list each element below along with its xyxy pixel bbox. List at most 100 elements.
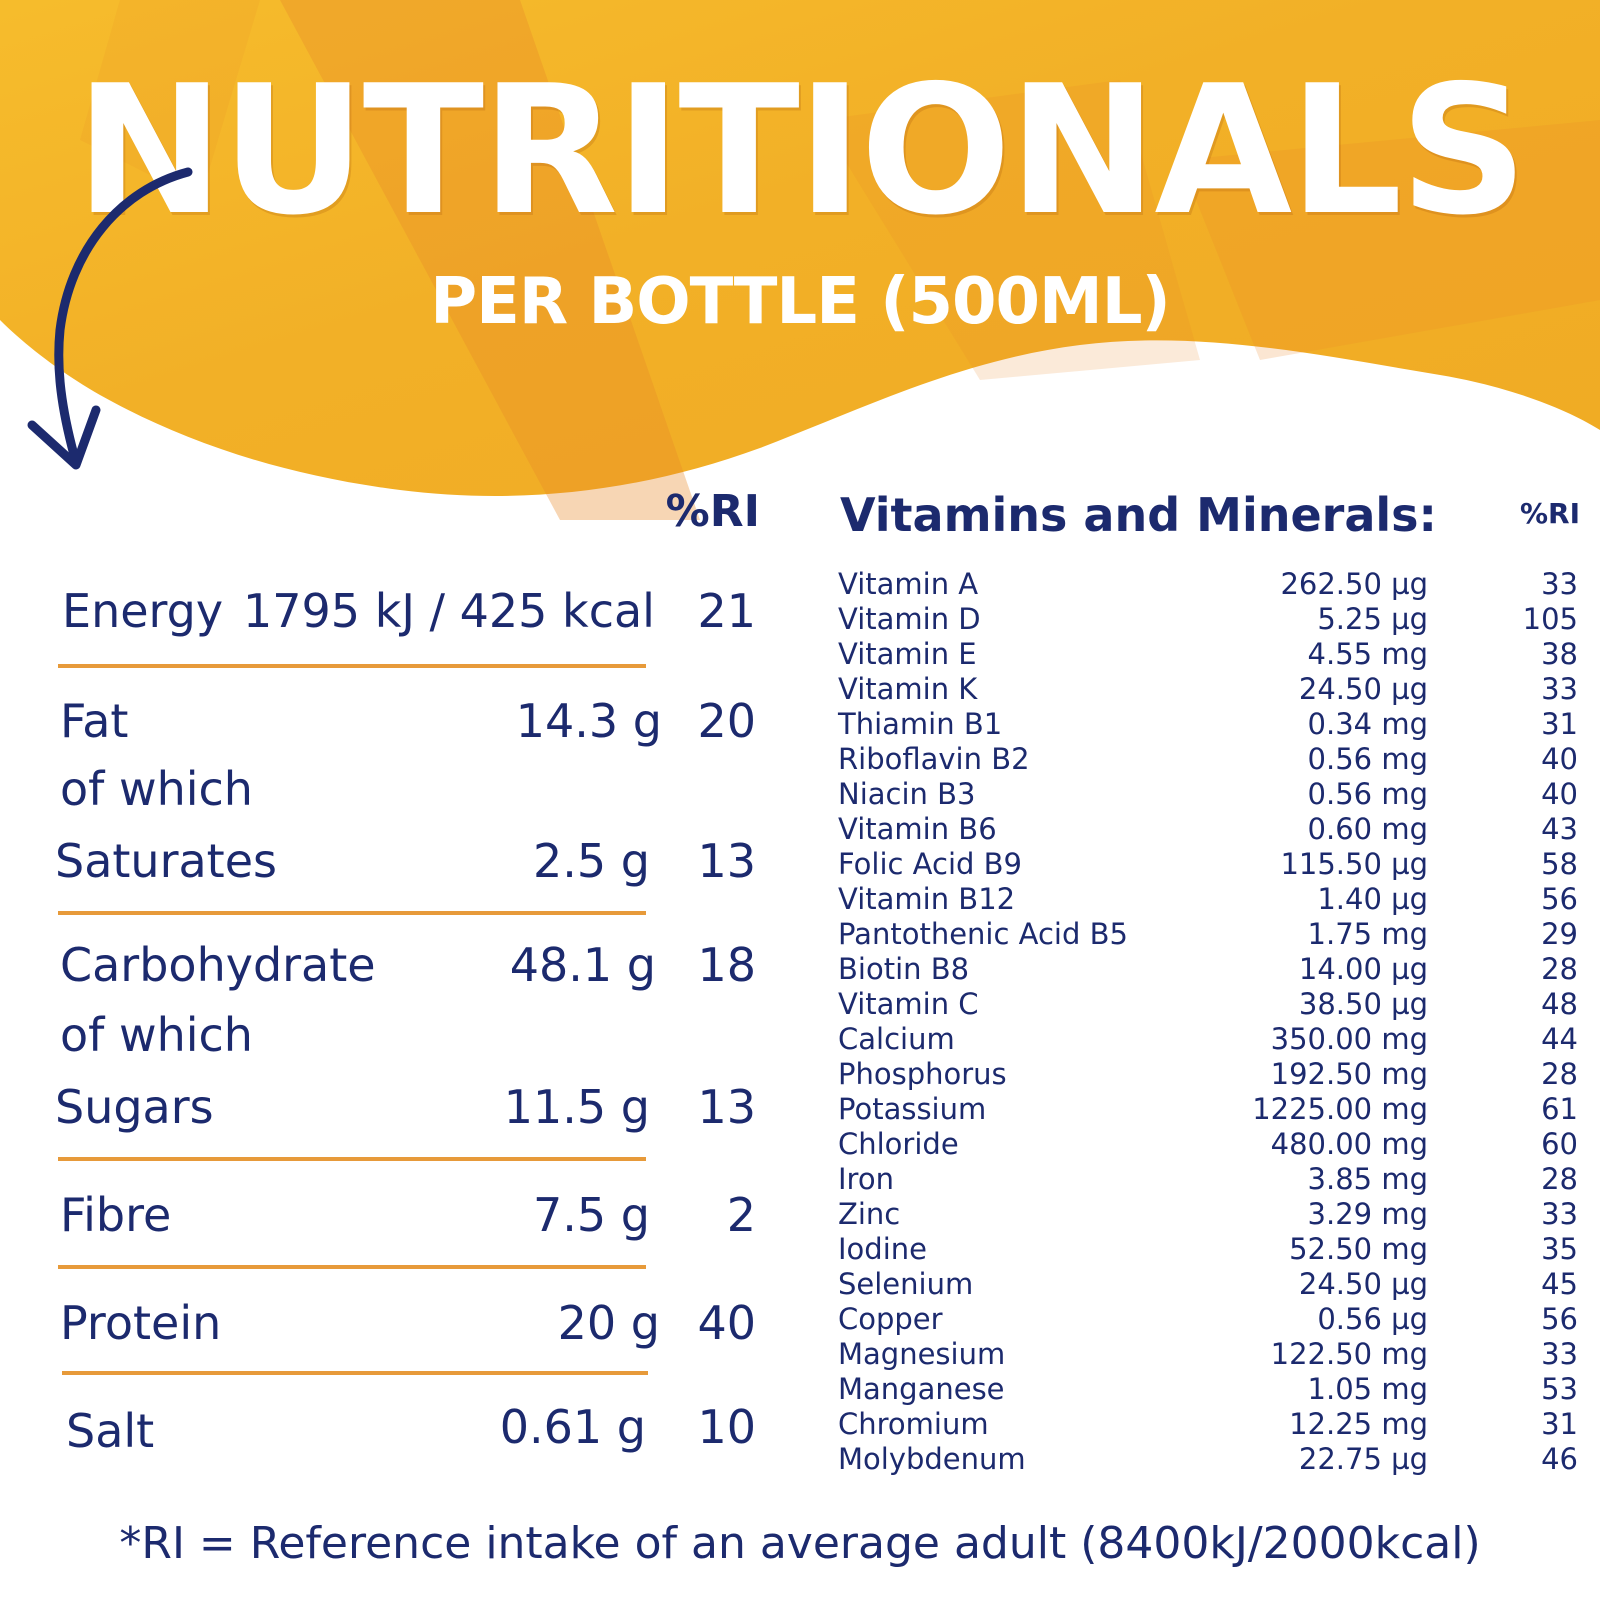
carbohydrate-amount: 48.1 g — [509, 938, 656, 992]
macros-ri-header: %RI — [665, 486, 760, 537]
vitamin-amount: 12.25 mg — [1289, 1407, 1428, 1441]
vitamin-ri: 48 — [1541, 987, 1578, 1021]
vitamin-name: Vitamin K — [838, 672, 978, 706]
divider — [62, 1371, 648, 1375]
fibre-ri: 2 — [726, 1188, 756, 1242]
vitamin-name: Calcium — [838, 1022, 955, 1056]
vitamin-name: Magnesium — [838, 1337, 1006, 1371]
protein-label: Protein — [60, 1296, 222, 1350]
vitamin-name: Vitamin C — [838, 987, 979, 1021]
vitamin-name: Vitamin A — [838, 567, 979, 601]
list-item: Vitamin B6 0.60 mg 43 — [838, 812, 1588, 847]
divider — [58, 911, 646, 915]
vitamin-amount: 0.34 mg — [1307, 707, 1428, 741]
list-item: Vitamin A 262.50 µg 33 — [838, 567, 1588, 602]
vitamin-name: Chloride — [838, 1127, 959, 1161]
list-item: Riboflavin B2 0.56 mg 40 — [838, 742, 1588, 777]
vitamin-amount: 0.56 mg — [1307, 777, 1428, 811]
fat-label: Fat — [60, 694, 129, 748]
vitamin-ri: 40 — [1541, 742, 1578, 776]
energy-value: 1795 kJ / 425 kcal — [243, 584, 655, 638]
energy-ri: 21 — [697, 584, 756, 638]
vitamins-ri-header: %RI — [1519, 497, 1580, 530]
salt-ri: 10 — [697, 1400, 756, 1454]
vitamin-name: Biotin B8 — [838, 952, 970, 986]
vitamin-name: Zinc — [838, 1197, 901, 1231]
vitamin-amount: 0.60 mg — [1307, 812, 1428, 846]
saturates-ri: 13 — [697, 834, 756, 888]
list-item: Iodine 52.50 mg 35 — [838, 1232, 1588, 1267]
vitamin-ri: 40 — [1541, 777, 1578, 811]
list-item: Phosphorus 192.50 mg 28 — [838, 1057, 1588, 1092]
sugars-ri: 13 — [697, 1080, 756, 1134]
vitamin-amount: 115.50 µg — [1280, 847, 1428, 881]
list-item: Niacin B3 0.56 mg 40 — [838, 777, 1588, 812]
salt-amount: 0.61 g — [499, 1400, 646, 1454]
vitamin-amount: 3.85 mg — [1307, 1162, 1428, 1196]
list-item: Manganese 1.05 mg 53 — [838, 1372, 1588, 1407]
list-item: Iron 3.85 mg 28 — [838, 1162, 1588, 1197]
vitamin-amount: 1.40 µg — [1317, 882, 1428, 916]
page-subtitle: PER BOTTLE (500ML) — [430, 265, 1171, 339]
vitamin-amount: 1.05 mg — [1307, 1372, 1428, 1406]
energy-label: Energy — [62, 584, 224, 638]
vitamin-amount: 0.56 µg — [1317, 1302, 1428, 1336]
carb-of-which-label: of which — [60, 1008, 253, 1062]
sugars-amount: 11.5 g — [503, 1080, 650, 1134]
vitamin-amount: 350.00 mg — [1270, 1022, 1428, 1056]
vitamin-ri: 56 — [1541, 882, 1578, 916]
vitamin-amount: 24.50 µg — [1298, 672, 1428, 706]
list-item: Vitamin K 24.50 µg 33 — [838, 672, 1588, 707]
header-banner — [0, 0, 1600, 520]
vitamin-ri: 35 — [1541, 1232, 1578, 1266]
list-item: Vitamin E 4.55 mg 38 — [838, 637, 1588, 672]
vitamin-amount: 0.56 mg — [1307, 742, 1428, 776]
vitamin-ri: 31 — [1541, 707, 1578, 741]
vitamin-name: Thiamin B1 — [838, 707, 1003, 741]
vitamin-name: Copper — [838, 1302, 943, 1336]
vitamin-name: Potassium — [838, 1092, 987, 1126]
saturates-amount: 2.5 g — [533, 834, 650, 888]
list-item: Zinc 3.29 mg 33 — [838, 1197, 1588, 1232]
vitamin-name: Iron — [838, 1162, 894, 1196]
page-title: NUTRITIONALS — [75, 47, 1528, 254]
list-item: Calcium 350.00 mg 44 — [838, 1022, 1588, 1057]
carbohydrate-ri: 18 — [697, 938, 756, 992]
list-item: Vitamin C 38.50 µg 48 — [838, 987, 1588, 1022]
list-item: Biotin B8 14.00 µg 28 — [838, 952, 1588, 987]
vitamin-ri: 53 — [1541, 1372, 1578, 1406]
vitamin-name: Riboflavin B2 — [838, 742, 1030, 776]
list-item: Magnesium 122.50 mg 33 — [838, 1337, 1588, 1372]
list-item: Copper 0.56 µg 56 — [838, 1302, 1588, 1337]
vitamin-ri: 28 — [1541, 1162, 1578, 1196]
list-item: Vitamin D 5.25 µg 105 — [838, 602, 1588, 637]
footnote: *RI = Reference intake of an average adu… — [119, 1518, 1481, 1569]
vitamin-name: Vitamin B12 — [838, 882, 1016, 916]
vitamin-name: Chromium — [838, 1407, 989, 1441]
vitamin-ri: 33 — [1541, 567, 1578, 601]
vitamin-ri: 33 — [1541, 1197, 1578, 1231]
vitamin-name: Molybdenum — [838, 1442, 1026, 1476]
vitamin-ri: 29 — [1541, 917, 1578, 951]
vitamin-amount: 3.29 mg — [1307, 1197, 1428, 1231]
list-item: Selenium 24.50 µg 45 — [838, 1267, 1588, 1302]
vitamin-ri: 44 — [1541, 1022, 1578, 1056]
list-item: Vitamin B12 1.40 µg 56 — [838, 882, 1588, 917]
vitamins-list: Vitamin A 262.50 µg 33 Vitamin D 5.25 µg 105 V… — [838, 567, 1588, 1477]
fibre-label: Fibre — [60, 1188, 172, 1242]
salt-label: Salt — [66, 1404, 155, 1458]
fat-ri: 20 — [697, 694, 756, 748]
vitamin-name: Folic Acid B9 — [838, 847, 1022, 881]
vitamins-heading: Vitamins and Minerals: — [840, 488, 1437, 542]
divider — [58, 1157, 646, 1161]
fibre-amount: 7.5 g — [533, 1188, 650, 1242]
list-item: Potassium 1225.00 mg 61 — [838, 1092, 1588, 1127]
vitamin-amount: 52.50 mg — [1289, 1232, 1428, 1266]
vitamin-ri: 58 — [1541, 847, 1578, 881]
vitamin-name: Manganese — [838, 1372, 1005, 1406]
vitamin-ri: 38 — [1541, 637, 1578, 671]
vitamin-ri: 28 — [1541, 1057, 1578, 1091]
divider — [58, 1265, 646, 1269]
vitamin-name: Pantothenic Acid B5 — [838, 917, 1128, 951]
vitamin-ri: 56 — [1541, 1302, 1578, 1336]
